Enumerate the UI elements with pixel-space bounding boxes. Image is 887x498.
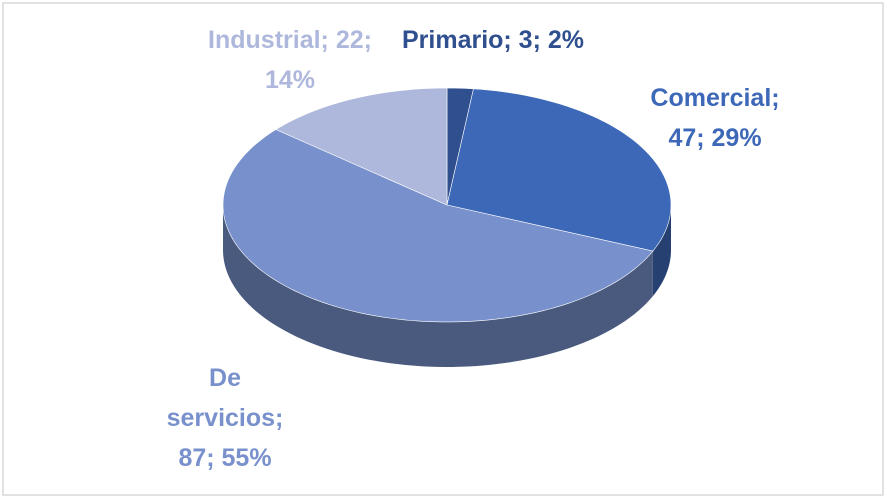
data-label: Primario; 3; 2% <box>401 26 584 54</box>
data-label: Comercial; 47; 29% <box>650 84 780 152</box>
pie-slice <box>446 88 672 252</box>
data-label: De servicios; 87; 55% <box>166 364 284 472</box>
pie-side <box>223 205 653 367</box>
pie-side <box>652 205 671 297</box>
pie-slice <box>222 129 654 323</box>
pie-slice <box>275 87 448 206</box>
data-label: Industrial; 22; 14% <box>208 26 372 94</box>
pie <box>222 87 672 367</box>
